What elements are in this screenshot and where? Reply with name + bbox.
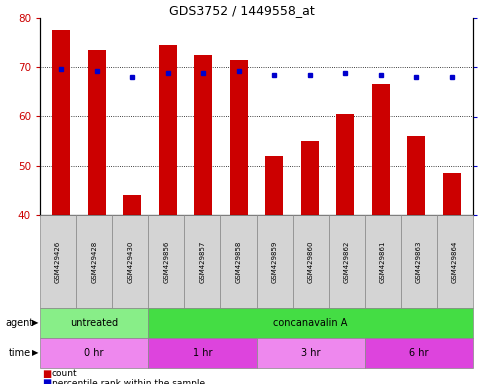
Text: 0 hr: 0 hr: [85, 348, 104, 358]
Text: GSM429858: GSM429858: [235, 240, 242, 283]
Text: GSM429430: GSM429430: [127, 240, 133, 283]
Text: GSM429856: GSM429856: [163, 240, 170, 283]
Text: GSM429862: GSM429862: [344, 240, 350, 283]
Text: GSM429857: GSM429857: [199, 240, 205, 283]
Text: GSM429860: GSM429860: [308, 240, 313, 283]
Bar: [336, 114, 354, 215]
Text: ▶: ▶: [32, 349, 38, 358]
Text: concanavalin A: concanavalin A: [273, 318, 348, 328]
Text: GSM429859: GSM429859: [271, 240, 278, 283]
Text: 1 hr: 1 hr: [193, 348, 212, 358]
Text: GSM429863: GSM429863: [416, 240, 422, 283]
Bar: [159, 45, 177, 215]
Bar: [53, 30, 70, 215]
Bar: [265, 156, 283, 215]
Text: GSM429864: GSM429864: [452, 240, 458, 283]
Text: ■: ■: [42, 378, 51, 384]
Text: GSM429426: GSM429426: [55, 240, 61, 283]
Text: 6 hr: 6 hr: [409, 348, 428, 358]
Bar: [88, 50, 106, 215]
Text: GSM429861: GSM429861: [380, 240, 386, 283]
Text: percentile rank within the sample: percentile rank within the sample: [52, 379, 205, 384]
Bar: [194, 55, 212, 215]
Bar: [301, 141, 319, 215]
Text: 3 hr: 3 hr: [301, 348, 320, 358]
Bar: [407, 136, 425, 215]
Bar: [230, 60, 248, 215]
Text: agent: agent: [6, 318, 34, 328]
Text: time: time: [9, 348, 31, 358]
Text: GDS3752 / 1449558_at: GDS3752 / 1449558_at: [169, 4, 314, 17]
Text: count: count: [52, 369, 78, 379]
Text: ▶: ▶: [32, 318, 38, 328]
Text: untreated: untreated: [70, 318, 118, 328]
Bar: [372, 84, 390, 215]
Bar: [443, 173, 461, 215]
Bar: [123, 195, 141, 215]
Text: ■: ■: [42, 369, 51, 379]
Text: GSM429428: GSM429428: [91, 240, 97, 283]
